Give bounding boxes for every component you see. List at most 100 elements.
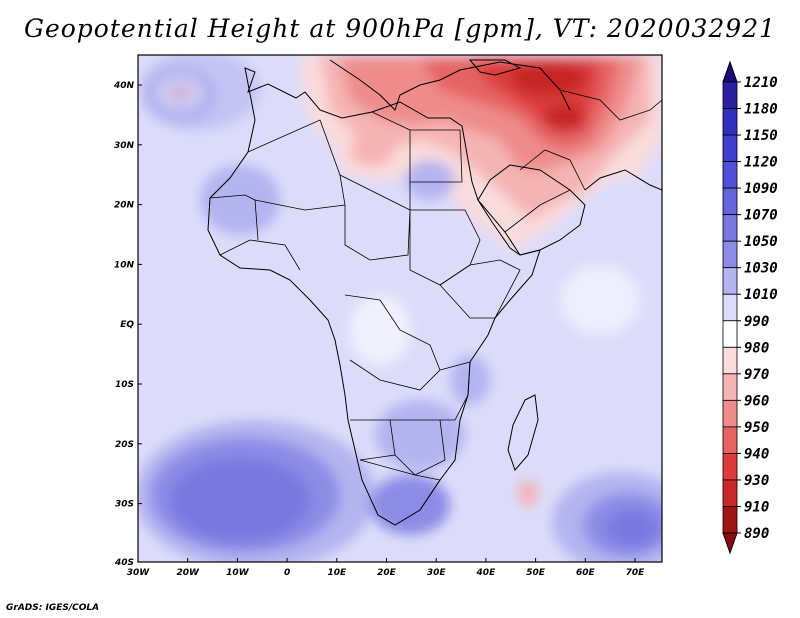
x-tick-label: 60E (576, 568, 596, 578)
colorbar-swatch (722, 161, 738, 189)
x-tick-label: 10W (226, 568, 250, 578)
colorbar-swatch (722, 81, 738, 109)
low-core-caspian (510, 60, 586, 96)
colorbar-swatch (722, 293, 738, 322)
high-south-atlantic-3 (170, 458, 310, 542)
colorbar-label: 940 (744, 446, 769, 462)
colorbar-label: 1210 (744, 75, 778, 91)
colorbar-swatch (722, 214, 738, 242)
border-algeria (247, 119, 346, 211)
x-tick-label: 40E (476, 568, 497, 578)
y-tick-label: 40S (114, 558, 134, 568)
border-ethiopia (439, 259, 521, 319)
colorbar-swatch (722, 479, 738, 507)
field-shading (138, 55, 662, 562)
colorbar-swatch (722, 267, 738, 295)
colorbar-swatch (722, 134, 738, 162)
colorbar-label: 950 (744, 420, 769, 436)
y-tick-label: 10N (114, 260, 135, 270)
border-arabia (504, 189, 571, 233)
colorbar-top-arrow (722, 60, 738, 83)
colorbar-label: 890 (744, 526, 769, 542)
border-namibia (350, 419, 396, 461)
y-tick-label: 20S (115, 440, 134, 450)
border-egypt (410, 129, 463, 183)
colorbar-swatch (722, 108, 738, 136)
x-axis: 30W 20W 10W 0 10E 20E 30E 40E 50E 60E 70E (127, 558, 645, 578)
border-niger-chad (339, 174, 411, 261)
low-algeria (350, 134, 394, 166)
colorbar-swatch (722, 373, 738, 401)
high-east-africa (450, 355, 490, 405)
country-borders (209, 89, 662, 511)
y-tick-label: 30S (115, 500, 134, 510)
congo-trough (350, 295, 410, 365)
colorbar: 1210 1180 1150 1120 1090 1070 1050 1030 1010 990 9… (722, 60, 778, 555)
footer-credit: GrADS: IGES/COLA (6, 603, 100, 613)
high-west-sahara (200, 165, 280, 235)
colorbar-bottom-arrow (722, 532, 738, 555)
high-libya-egypt (405, 160, 455, 200)
colorbar-label: 1030 (744, 261, 778, 277)
colorbar-swatch (722, 346, 738, 375)
border-iraq-iran (519, 149, 586, 191)
border-mauritania (209, 194, 259, 241)
border-central-asia (559, 89, 662, 121)
colorbar-swatch (722, 399, 738, 428)
x-tick-label: 30E (427, 568, 447, 578)
y-tick-label: 20N (114, 201, 135, 211)
height-field (138, 55, 662, 562)
x-tick-label: 0 (284, 568, 290, 578)
colorbar-swatch (722, 426, 738, 454)
colorbar-label: 1150 (744, 128, 778, 144)
border-botswana (390, 419, 446, 476)
colorbar-label: 990 (744, 314, 769, 330)
x-tick-label: 20W (176, 568, 200, 578)
arabia-coastline (477, 164, 586, 256)
x-tick-label: 10E (327, 568, 347, 578)
low-southeast (518, 479, 538, 507)
colorbar-swatch (722, 240, 738, 269)
colorbar-label: 960 (744, 393, 769, 409)
y-axis: 40N 30N 20N 10N EQ 10S 20S 30S 40S (113, 81, 142, 568)
x-tick-label: 70E (626, 568, 646, 578)
europe-coastline (329, 59, 571, 111)
y-tick-label: 30N (114, 141, 135, 151)
colorbar-label: 1180 (744, 102, 778, 118)
colorbar-label: 1090 (744, 181, 778, 197)
border-congo (344, 294, 441, 391)
colorbar-label: 1120 (744, 155, 778, 171)
colorbar-label: 910 (744, 499, 769, 515)
colorbar-label: 1050 (744, 234, 778, 250)
colorbar-swatch (722, 187, 738, 216)
x-tick-label: 20E (377, 568, 397, 578)
border-west-africa (219, 239, 301, 271)
colorbar-swatch (722, 506, 738, 534)
colorbar-label: 930 (744, 473, 769, 489)
chart-title: Geopotential Height at 900hPa [gpm], VT:… (23, 14, 777, 43)
low-core-iran (543, 104, 587, 132)
high-southern-africa (375, 400, 465, 470)
colorbar-swatch (722, 453, 738, 481)
madagascar-coastline (507, 394, 539, 471)
y-tick-label: 10S (115, 380, 134, 390)
high-south-africa (370, 475, 450, 535)
colorbar-label: 1070 (744, 208, 778, 224)
colorbar-label: 980 (744, 340, 769, 356)
black-sea (468, 59, 522, 76)
y-tick-label: 40N (113, 81, 135, 91)
high-north-atlantic (140, 55, 260, 130)
y-tick-label: EQ (120, 320, 134, 330)
x-tick-label: 30W (127, 568, 151, 578)
colorbar-label: 970 (744, 367, 769, 383)
plot-frame (137, 54, 663, 563)
colorbar-swatch (722, 320, 738, 348)
colorbar-label: 1010 (744, 287, 778, 303)
high-indian-3 (606, 510, 658, 546)
border-tanzania (439, 361, 471, 421)
arabian-sea-trough (560, 265, 640, 335)
x-tick-label: 50E (526, 568, 546, 578)
border-south-africa (359, 459, 441, 511)
iran-coastline (584, 169, 662, 191)
